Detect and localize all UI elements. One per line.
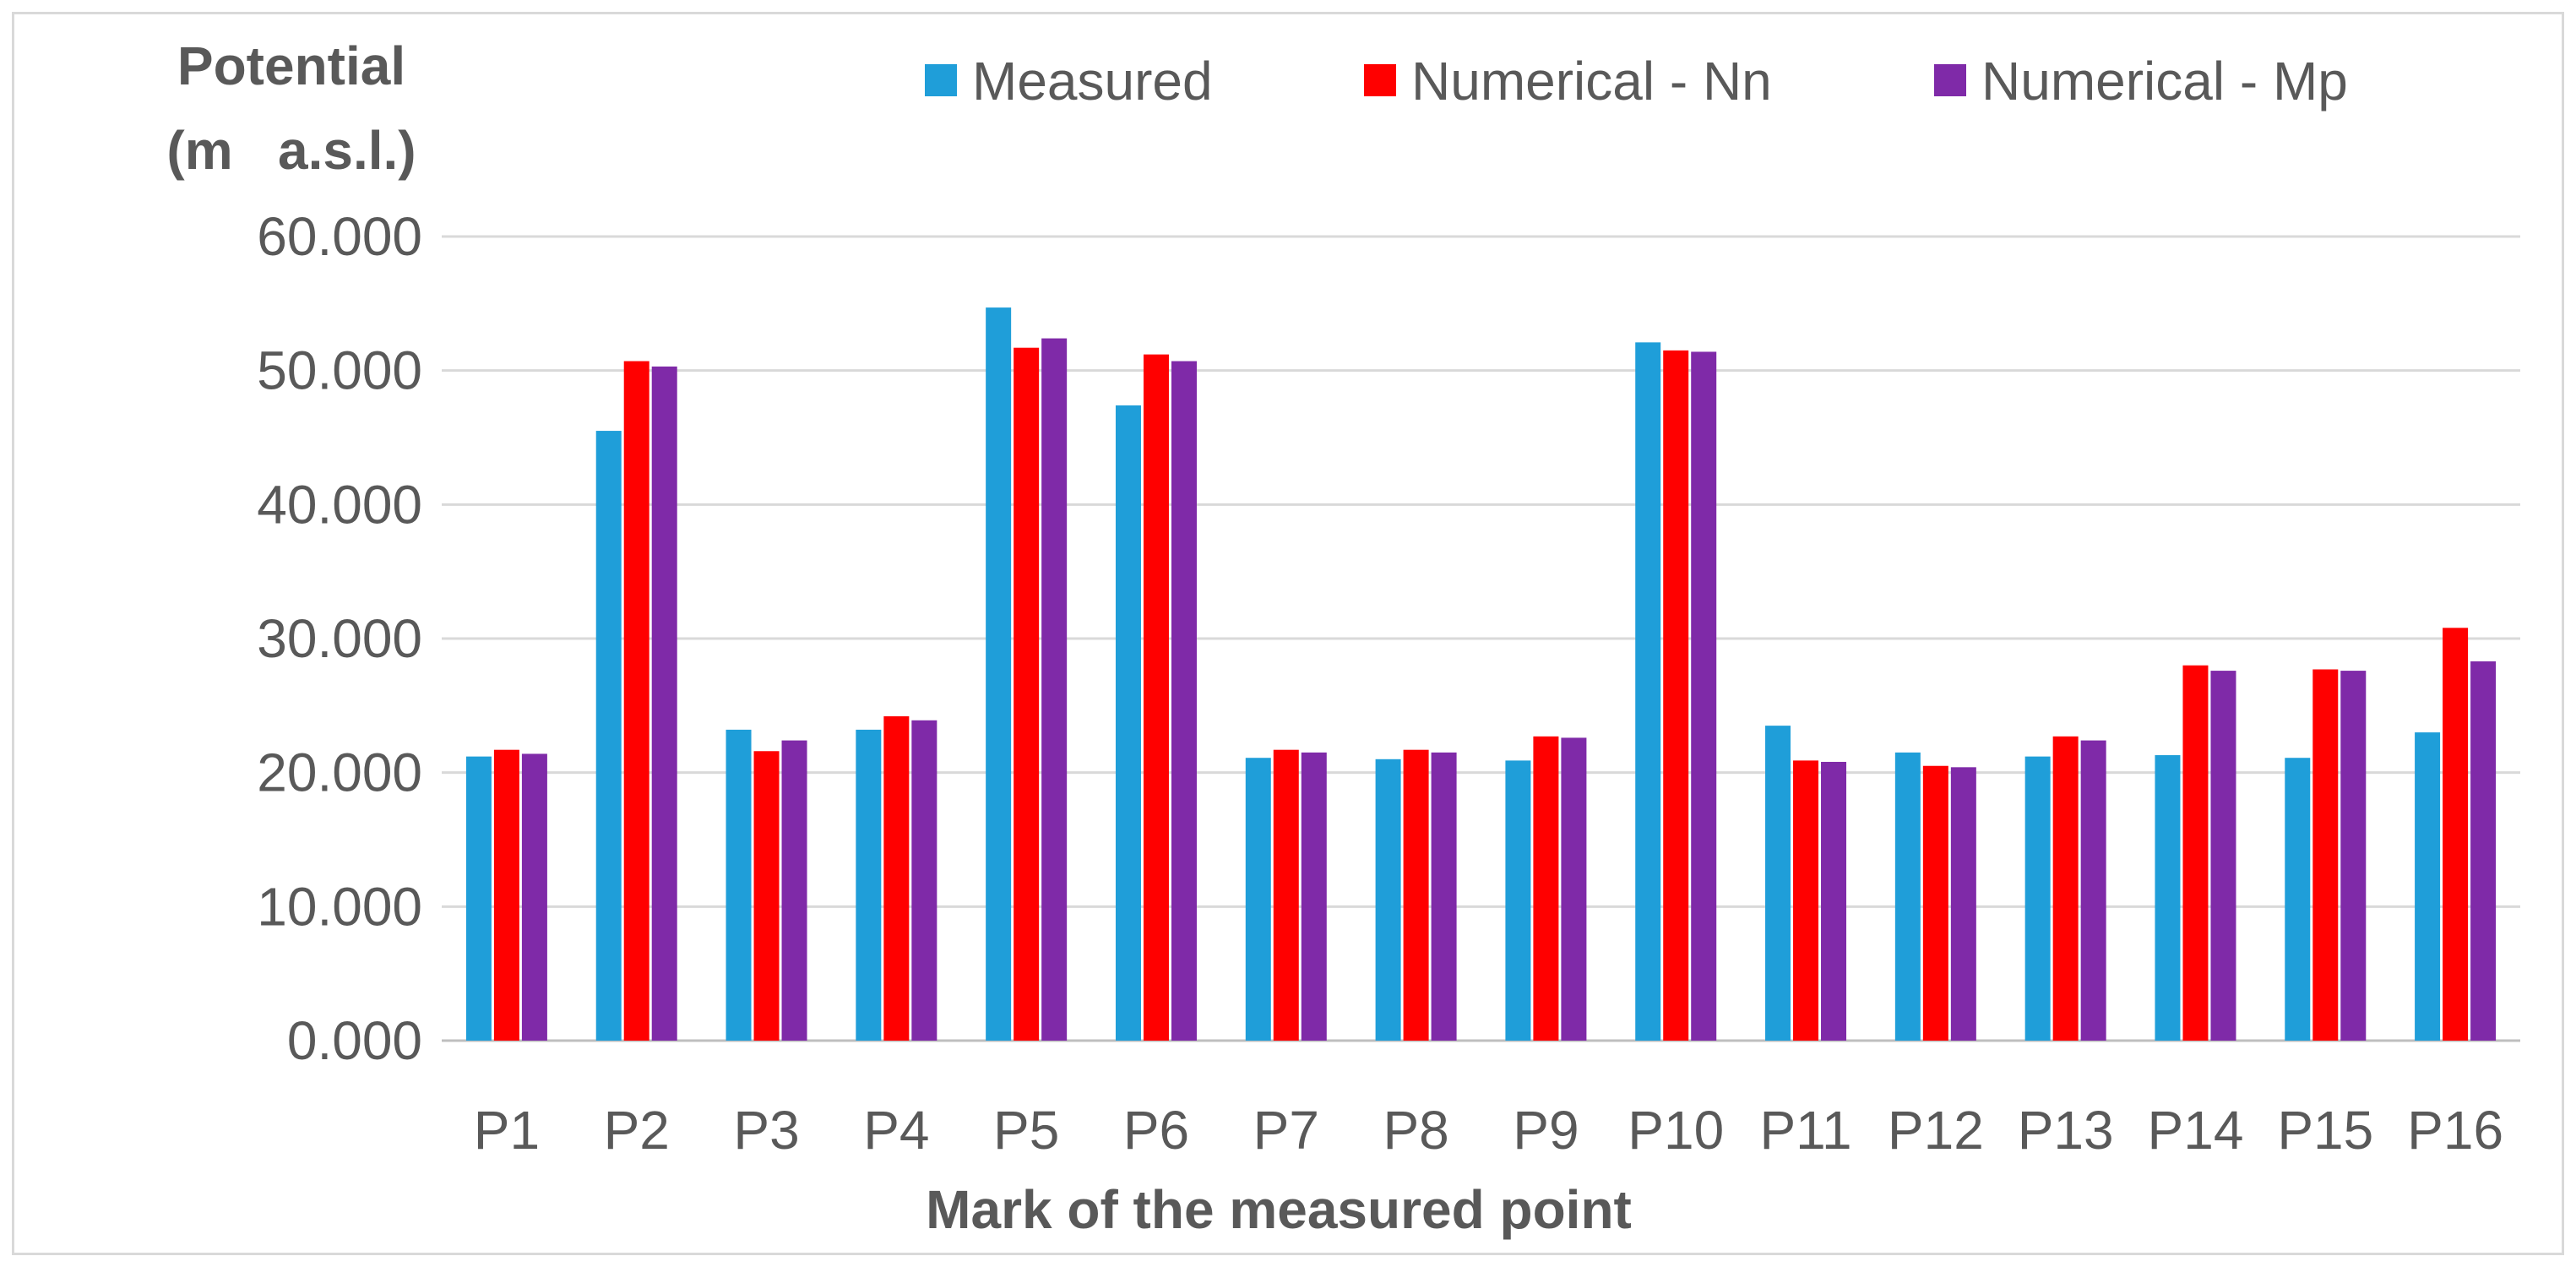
chart-frame	[12, 12, 2564, 1255]
y-axis-ticks: 0.000 10.000 20.000 30.000 40.000 50.000 60.00…	[257, 206, 422, 1071]
legend-label: Numerical - Mp	[1981, 51, 2348, 111]
bar-measured-p11	[1765, 726, 1791, 1041]
x-tick-label: P10	[1628, 1100, 1724, 1161]
legend-swatch	[925, 64, 957, 96]
bar-numerical-mp-p11	[1821, 761, 1847, 1041]
x-tick-label: P5	[993, 1100, 1059, 1161]
legend-label: Measured	[972, 51, 1213, 111]
bar-measured-p8	[1375, 759, 1401, 1041]
bar-numerical-nn-p6	[1143, 354, 1169, 1041]
bar-measured-p16	[2415, 732, 2441, 1041]
legend-swatch	[1364, 64, 1396, 96]
bar-numerical-mp-p9	[1561, 737, 1587, 1041]
bar-measured-p6	[1115, 405, 1141, 1041]
y-tick-label: 20.000	[257, 742, 422, 803]
bar-measured-p1	[465, 756, 492, 1041]
bar-numerical-mp-p8	[1431, 752, 1457, 1041]
bar-numerical-nn-p15	[2312, 669, 2339, 1041]
bar-numerical-nn-p3	[753, 751, 780, 1041]
bar-measured-p12	[1894, 752, 1921, 1041]
y-tick-label: 50.000	[257, 340, 422, 401]
x-tick-label: P11	[1759, 1100, 1851, 1161]
y-tick-label: 0.000	[287, 1010, 422, 1071]
bar-measured-p7	[1245, 758, 1271, 1041]
bar-numerical-mp-p2	[651, 366, 677, 1041]
bar-numerical-nn-p7	[1273, 749, 1299, 1041]
bar-numerical-mp-p10	[1691, 351, 1717, 1041]
y-axis-label-line-1: Potential	[177, 35, 405, 96]
bar-measured-p14	[2155, 755, 2181, 1041]
bar-numerical-mp-p12	[1950, 767, 1976, 1041]
x-axis-ticks: P1 P2 P3 P4 P5 P6 P7 P8 P9 P10 P11 P12 P13 P14 P15 P16	[474, 1100, 2503, 1161]
bar-measured-p15	[2285, 758, 2311, 1041]
x-tick-label: P3	[733, 1100, 799, 1161]
legend-label: Numerical - Nn	[1411, 51, 1772, 111]
bar-numerical-nn-p10	[1663, 350, 1689, 1041]
bar-numerical-nn-p11	[1793, 760, 1819, 1041]
bar-numerical-nn-p13	[2052, 736, 2079, 1041]
y-tick-label: 10.000	[257, 876, 422, 937]
x-tick-label: P1	[474, 1100, 540, 1161]
bar-numerical-mp-p13	[2080, 740, 2106, 1041]
bar-numerical-mp-p3	[781, 740, 807, 1041]
bar-measured-p10	[1635, 342, 1661, 1041]
bar-numerical-mp-p7	[1301, 752, 1327, 1041]
y-tick-label: 40.000	[257, 474, 422, 535]
bar-measured-p2	[595, 431, 622, 1041]
legend-swatch	[1934, 64, 1966, 96]
bar-numerical-nn-p1	[493, 749, 519, 1041]
y-tick-label: 30.000	[257, 608, 422, 669]
bar-numerical-mp-p6	[1171, 361, 1197, 1041]
x-tick-label: P9	[1513, 1100, 1579, 1161]
gridlines	[442, 235, 2520, 1042]
bar-numerical-mp-p1	[521, 753, 547, 1041]
bar-numerical-nn-p14	[2182, 665, 2209, 1041]
x-tick-label: P2	[604, 1100, 670, 1161]
bar-numerical-mp-p16	[2470, 661, 2497, 1041]
x-tick-label: P4	[863, 1100, 929, 1161]
x-tick-label: P6	[1123, 1100, 1189, 1161]
bar-numerical-nn-p16	[2443, 628, 2469, 1041]
x-axis-label: Mark of the measured point	[926, 1179, 1632, 1240]
bar-measured-p3	[726, 729, 752, 1041]
y-axis-label-line-2: (m a.s.l.)	[166, 120, 416, 181]
x-tick-label: P16	[2407, 1100, 2503, 1161]
x-tick-label: P7	[1253, 1100, 1319, 1161]
x-tick-label: P15	[2277, 1100, 2373, 1161]
bar-numerical-nn-p2	[623, 361, 649, 1041]
x-tick-label: P14	[2148, 1100, 2244, 1161]
bar-numerical-nn-p8	[1403, 749, 1429, 1041]
x-tick-label: P12	[1888, 1100, 1984, 1161]
bar-numerical-mp-p5	[1041, 338, 1068, 1041]
bar-numerical-nn-p12	[1922, 765, 1948, 1041]
bar-measured-p13	[2024, 756, 2051, 1041]
bar-numerical-nn-p9	[1533, 736, 1559, 1041]
bar-measured-p4	[856, 729, 882, 1041]
bars	[465, 307, 2497, 1041]
bar-measured-p9	[1505, 760, 1531, 1041]
bar-numerical-mp-p14	[2210, 671, 2236, 1041]
x-tick-label: P8	[1383, 1100, 1448, 1161]
bar-numerical-mp-p4	[911, 720, 937, 1041]
bar-numerical-nn-p5	[1014, 347, 1040, 1041]
legend: Measured Numerical - Nn Numerical - Mp	[925, 51, 2348, 111]
bar-numerical-nn-p4	[883, 716, 910, 1041]
x-tick-label: P13	[2018, 1100, 2114, 1161]
bar-measured-p5	[986, 307, 1012, 1041]
bar-numerical-mp-p15	[2340, 671, 2367, 1041]
y-tick-label: 60.000	[257, 206, 422, 267]
